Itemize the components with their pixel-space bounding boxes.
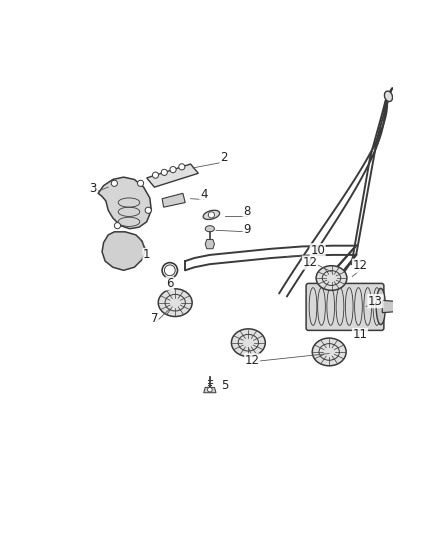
Polygon shape [382, 301, 403, 313]
Ellipse shape [231, 329, 265, 357]
Text: 13: 13 [368, 295, 383, 308]
Circle shape [114, 223, 120, 229]
Ellipse shape [158, 289, 192, 317]
Ellipse shape [376, 288, 385, 325]
Text: 6: 6 [166, 277, 173, 290]
Text: 3: 3 [89, 182, 96, 195]
Text: 11: 11 [353, 328, 367, 342]
Text: 12: 12 [245, 354, 260, 367]
Circle shape [138, 180, 144, 187]
Ellipse shape [385, 91, 392, 101]
Text: 10: 10 [310, 244, 325, 257]
Circle shape [152, 172, 159, 178]
FancyBboxPatch shape [306, 284, 384, 330]
Circle shape [208, 212, 215, 218]
Circle shape [145, 207, 151, 213]
Polygon shape [162, 193, 185, 207]
Text: 2: 2 [220, 151, 227, 164]
Text: 4: 4 [200, 188, 208, 201]
Text: 5: 5 [222, 379, 229, 392]
Text: 7: 7 [151, 312, 158, 325]
Text: 8: 8 [243, 205, 251, 219]
Circle shape [161, 169, 167, 175]
Ellipse shape [205, 225, 215, 232]
Polygon shape [102, 232, 145, 270]
Polygon shape [98, 177, 151, 229]
Circle shape [170, 166, 176, 173]
Text: 1: 1 [143, 248, 151, 261]
Ellipse shape [312, 338, 346, 366]
Circle shape [208, 387, 212, 392]
Ellipse shape [316, 265, 347, 290]
Ellipse shape [203, 210, 219, 220]
Text: 12: 12 [353, 259, 367, 272]
Polygon shape [205, 239, 215, 249]
Polygon shape [204, 387, 216, 393]
Text: 9: 9 [243, 223, 251, 236]
Circle shape [111, 180, 117, 187]
Text: 12: 12 [303, 256, 318, 269]
Circle shape [179, 164, 185, 170]
Polygon shape [147, 164, 198, 187]
